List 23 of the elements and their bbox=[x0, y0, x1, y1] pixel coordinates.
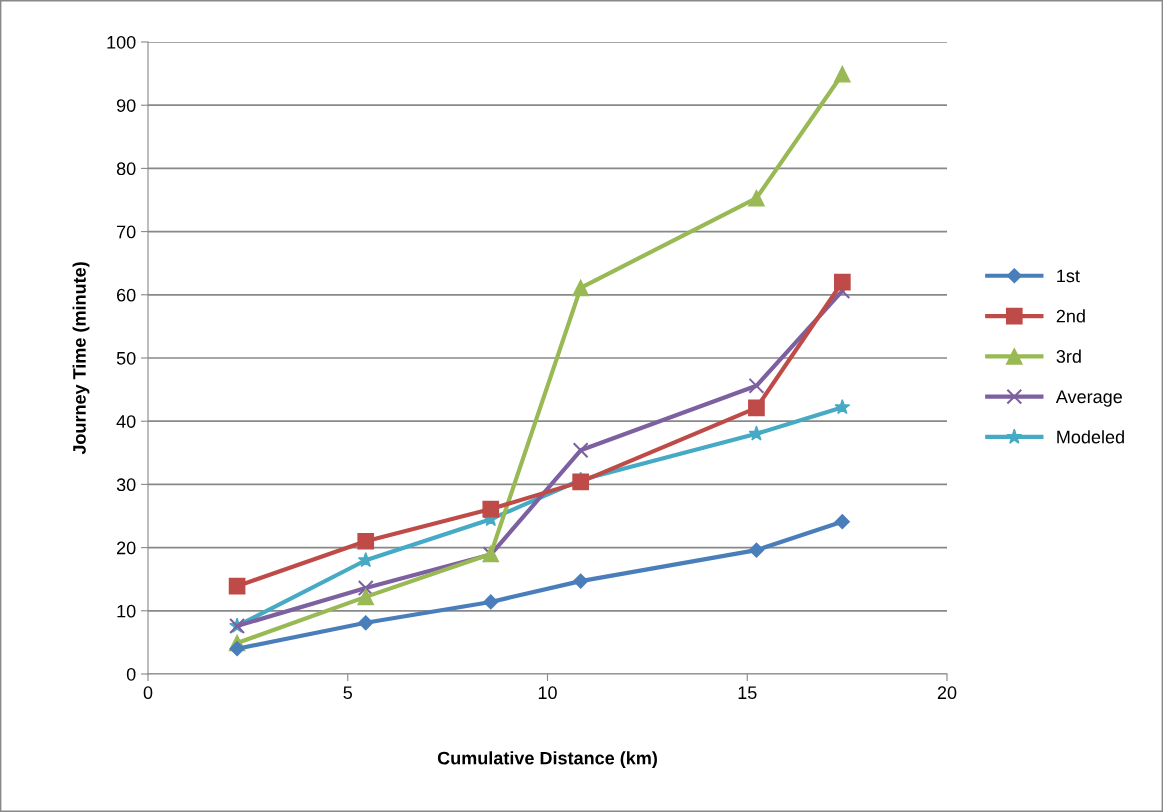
y-tick-label: 90 bbox=[116, 99, 136, 112]
legend-label: 3rd bbox=[1056, 349, 1081, 363]
x-tick-label: 10 bbox=[538, 686, 557, 700]
legend-label: Average bbox=[1055, 390, 1122, 407]
x-tick-label: 0 bbox=[143, 686, 153, 700]
y-tick-label: 40 bbox=[116, 415, 136, 428]
y-tick-label: 50 bbox=[116, 351, 136, 365]
x-axis-title: Cumulative Distance (km) bbox=[437, 751, 657, 769]
y-tick-label: 0 bbox=[126, 667, 136, 681]
y-tick-label: 80 bbox=[116, 162, 136, 176]
y-tick-label: 30 bbox=[116, 478, 136, 492]
x-tick-label: 15 bbox=[738, 686, 757, 700]
x-tick-label: 20 bbox=[937, 686, 957, 700]
y-tick-label: 20 bbox=[117, 541, 136, 555]
legend-label: 1st bbox=[1057, 269, 1080, 283]
y-tick-label: 10 bbox=[117, 604, 136, 618]
legend-label: 2nd bbox=[1056, 309, 1085, 323]
y-tick-label: 100 bbox=[107, 35, 136, 49]
y-axis-title: Journey Time (minute) bbox=[72, 262, 90, 455]
y-tick-label: 60 bbox=[117, 288, 136, 302]
legend-label: Modeled bbox=[1057, 430, 1124, 444]
y-tick-label: 70 bbox=[117, 225, 136, 239]
x-tick-label: 5 bbox=[343, 686, 353, 700]
